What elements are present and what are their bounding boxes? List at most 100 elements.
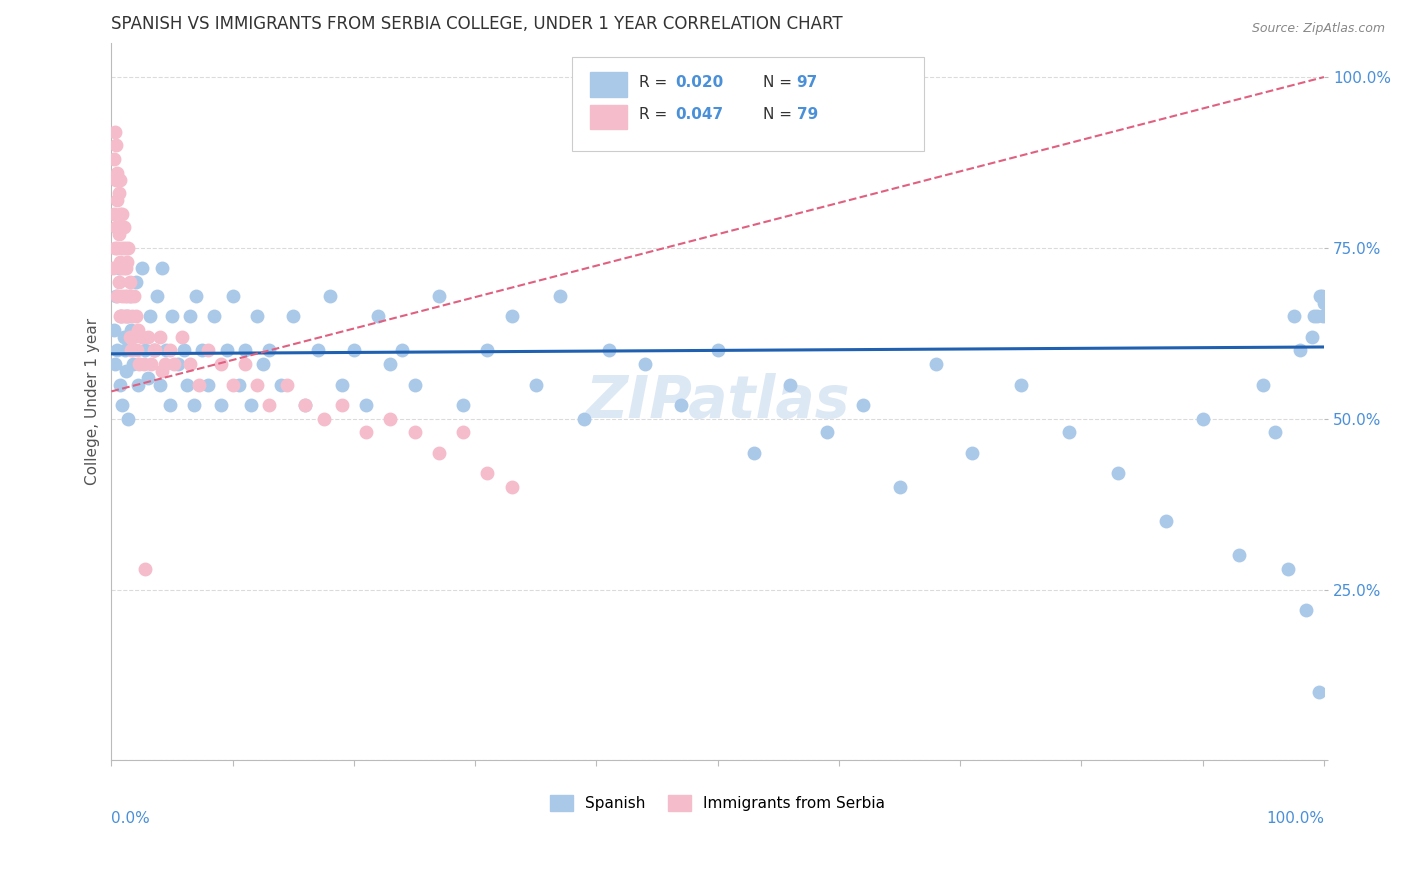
Point [134, 562, 156, 576]
Bar [591, 104, 627, 129]
Point [110, 310, 132, 324]
Point [112, 310, 135, 324]
Point [779, 377, 801, 392]
Point [427, 289, 450, 303]
Text: ZIPatlas: ZIPatlas [585, 373, 851, 430]
Point [118, 275, 141, 289]
Point [105, 138, 128, 153]
Point [103, 323, 125, 337]
Point [380, 357, 402, 371]
Point [1310, 289, 1333, 303]
Point [1191, 411, 1213, 425]
Point [246, 377, 269, 392]
Point [122, 357, 145, 371]
Point [742, 446, 765, 460]
Point [852, 398, 875, 412]
Point [107, 193, 129, 207]
Text: N =: N = [762, 107, 796, 122]
Text: 0.0%: 0.0% [111, 811, 150, 826]
Point [115, 364, 138, 378]
Point [257, 398, 280, 412]
Point [170, 329, 193, 343]
Point [276, 377, 298, 392]
Point [150, 364, 173, 378]
Point [1010, 377, 1032, 392]
Point [179, 310, 201, 324]
Point [136, 329, 159, 343]
Point [143, 343, 166, 358]
Point [404, 425, 426, 440]
Text: N =: N = [762, 75, 796, 90]
Point [343, 343, 366, 358]
Point [204, 310, 226, 324]
Point [105, 289, 128, 303]
Point [524, 377, 547, 392]
Point [1282, 310, 1305, 324]
Point [104, 357, 127, 371]
Point [197, 377, 219, 392]
Point [257, 343, 280, 358]
Point [108, 310, 131, 324]
Point [108, 172, 131, 186]
Point [294, 398, 316, 412]
Point [1301, 329, 1323, 343]
Point [1156, 514, 1178, 528]
Point [128, 357, 150, 371]
Point [233, 343, 256, 358]
Point [815, 425, 838, 440]
Point [108, 207, 131, 221]
Point [1313, 295, 1336, 310]
Point [120, 343, 142, 358]
Point [548, 289, 571, 303]
Point [111, 289, 134, 303]
Point [197, 343, 219, 358]
Point [427, 446, 450, 460]
Point [706, 343, 728, 358]
Point [115, 310, 138, 324]
Point [107, 343, 129, 358]
Point [117, 310, 139, 324]
Point [111, 207, 134, 221]
Point [187, 377, 209, 392]
Point [149, 329, 172, 343]
Point [246, 310, 269, 324]
Point [294, 398, 316, 412]
Y-axis label: College, Under 1 year: College, Under 1 year [86, 318, 100, 485]
Point [139, 310, 162, 324]
Point [239, 398, 262, 412]
Point [114, 289, 136, 303]
Bar [591, 72, 627, 96]
Point [110, 220, 132, 235]
Point [117, 241, 139, 255]
Point [1059, 425, 1081, 440]
Point [104, 125, 127, 139]
Point [141, 357, 163, 371]
Point [149, 377, 172, 392]
Point [120, 289, 142, 303]
Point [1305, 310, 1327, 324]
Point [1308, 685, 1330, 699]
Point [167, 357, 190, 371]
Point [160, 310, 183, 324]
Point [671, 398, 693, 412]
Point [118, 289, 141, 303]
Point [215, 343, 238, 358]
Point [1303, 310, 1326, 324]
Point [136, 370, 159, 384]
Point [163, 357, 186, 371]
Point [131, 329, 153, 343]
Point [127, 323, 149, 337]
Point [111, 241, 134, 255]
Point [1253, 377, 1275, 392]
Point [252, 357, 274, 371]
Point [270, 377, 292, 392]
Point [121, 310, 143, 324]
Point [191, 343, 214, 358]
Point [330, 398, 353, 412]
Point [112, 261, 135, 276]
Point [124, 310, 146, 324]
Point [1227, 549, 1250, 563]
Point [962, 446, 984, 460]
Point [451, 398, 474, 412]
Point [146, 289, 169, 303]
